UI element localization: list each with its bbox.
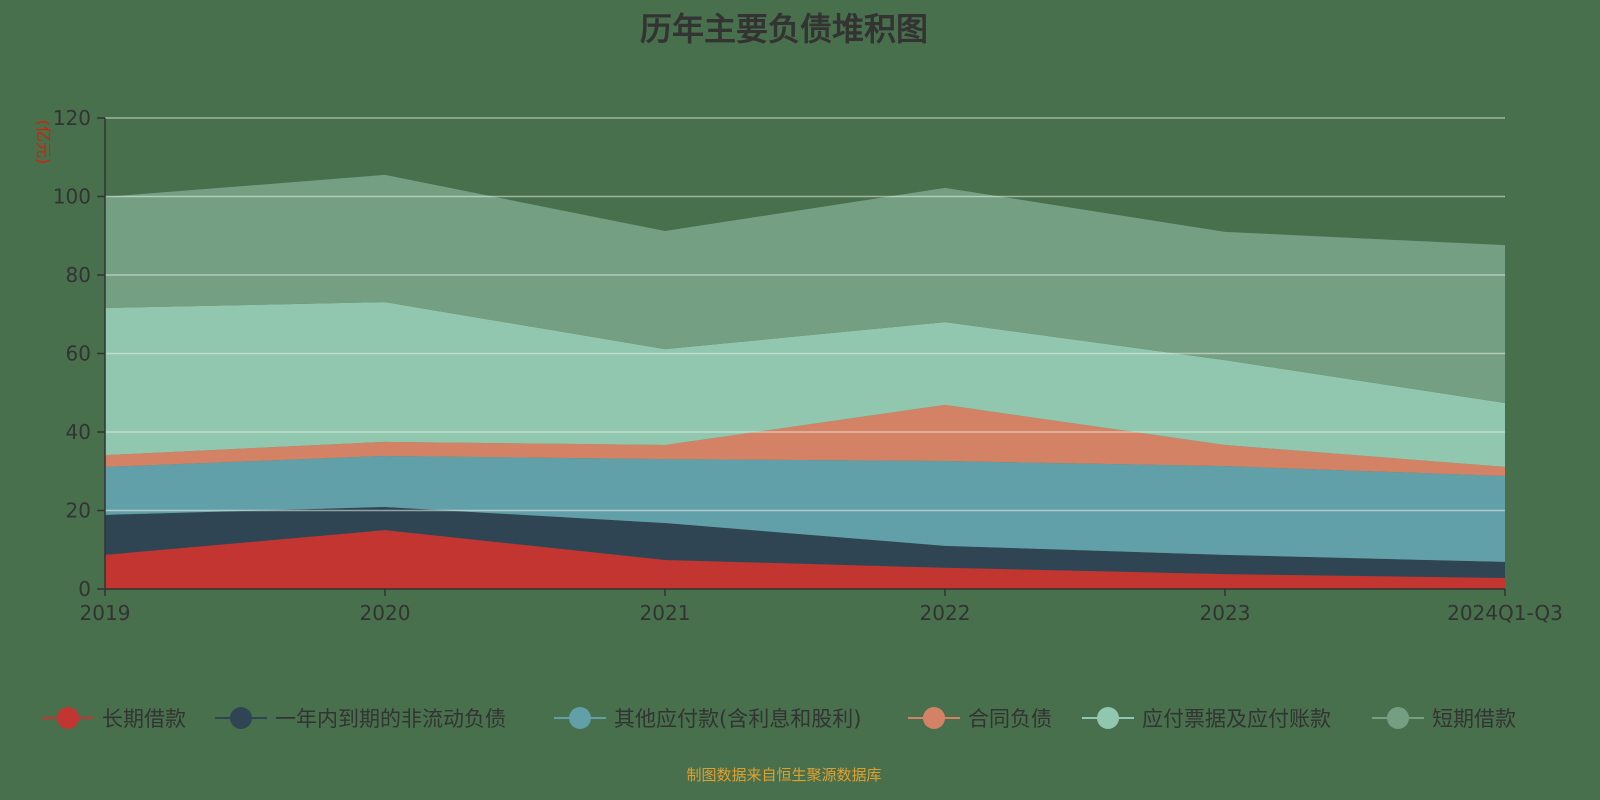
legend-marker-icon: [908, 703, 960, 733]
legend-item[interactable]: 其他应付款(含利息和股利): [554, 703, 861, 733]
x-tick-label: 2021: [640, 601, 691, 625]
legend-label: 应付票据及应付账款: [1142, 707, 1331, 731]
legend-item[interactable]: 一年内到期的非流动负债: [215, 703, 506, 733]
area-series-4: [105, 302, 1505, 467]
area-series-3: [105, 404, 1505, 476]
y-tick-label: 40: [66, 420, 91, 444]
y-tick-label: 80: [66, 263, 91, 287]
legend-marker-icon: [42, 703, 94, 733]
area-series-1: [105, 506, 1505, 579]
legend-item[interactable]: 应付票据及应付账款: [1082, 703, 1331, 733]
area-series-2: [105, 455, 1505, 562]
area-series-5: [105, 174, 1505, 403]
source-footer: 制图数据来自恒生聚源数据库: [686, 766, 882, 784]
legend-label: 短期借款: [1432, 707, 1516, 731]
legend-marker-icon: [1372, 703, 1424, 733]
y-axis-label: (亿元): [34, 120, 53, 165]
x-tick-label: 2019: [80, 601, 131, 625]
legend-marker-icon: [215, 703, 267, 733]
legend-item[interactable]: 长期借款: [42, 703, 186, 733]
legend-item[interactable]: 短期借款: [1372, 703, 1516, 733]
x-tick-label: 2022: [920, 601, 971, 625]
x-tick-label: 2020: [360, 601, 411, 625]
legend: 长期借款 一年内到期的非流动负债 其他应付款(含利息和股利) 合同负债 应付票据及应付账…: [0, 703, 1600, 733]
y-tick-label: 60: [66, 342, 91, 366]
area-series-0: [105, 530, 1505, 589]
legend-label: 长期借款: [102, 707, 186, 731]
legend-marker-icon: [1082, 703, 1134, 733]
y-tick-label: 0: [78, 577, 91, 601]
gridlines: [105, 117, 1505, 512]
legend-item[interactable]: 合同负债: [908, 703, 1052, 733]
legend-label: 一年内到期的非流动负债: [275, 707, 506, 731]
y-tick-label: 120: [53, 106, 91, 130]
legend-label: 合同负债: [968, 707, 1052, 731]
x-tick-label: 2023: [1200, 601, 1251, 625]
x-tick-label: 2024Q1-Q3: [1447, 601, 1563, 625]
y-tick-label: 100: [53, 185, 91, 209]
y-tick-label: 20: [66, 499, 91, 523]
legend-label: 其他应付款(含利息和股利): [614, 707, 862, 731]
areas: [105, 174, 1505, 589]
legend-marker-icon: [554, 703, 606, 733]
chart-title: 历年主要负债堆积图: [639, 10, 928, 48]
axes: 0 20 40 60 80 100 120 2019 2020 2021 2022 2023 2024Q…: [53, 106, 1563, 625]
